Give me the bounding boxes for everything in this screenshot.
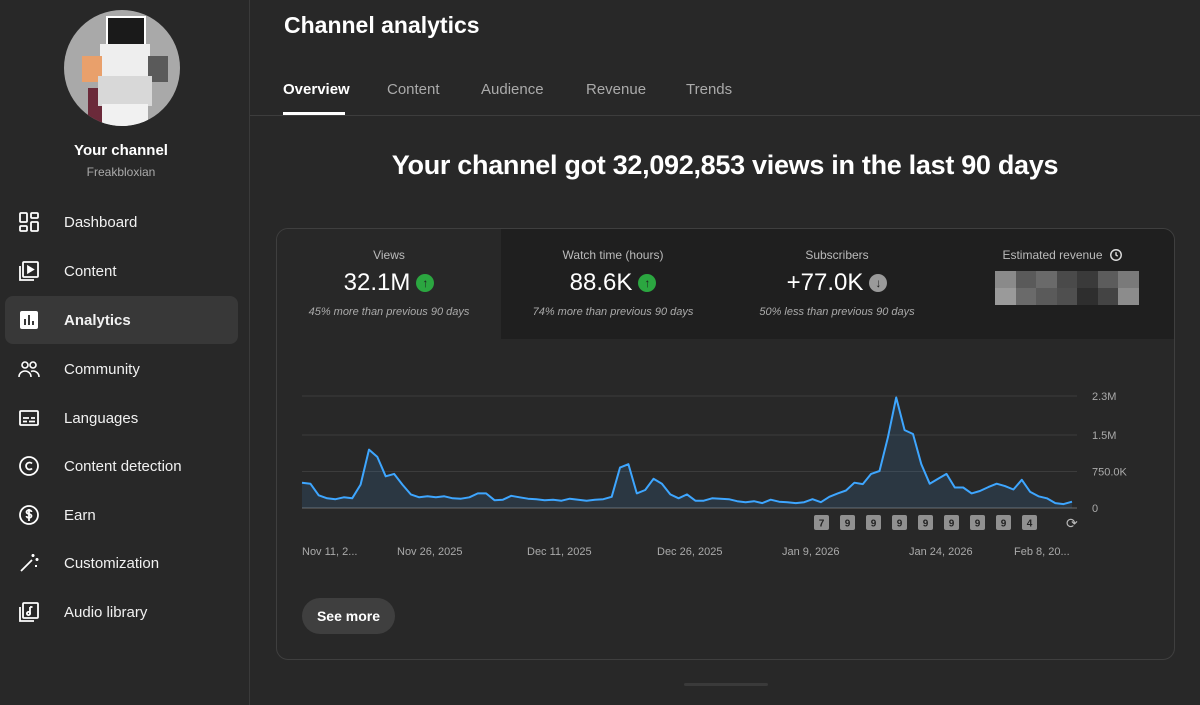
- refresh-icon[interactable]: ⟳: [1066, 516, 1078, 532]
- channel-title: Your channel: [74, 142, 168, 159]
- channel-avatar[interactable]: [64, 10, 180, 126]
- sidebar-item-content[interactable]: Content: [5, 247, 238, 295]
- sidebar-item-label: Content: [64, 262, 117, 280]
- tab-trends[interactable]: Trends: [686, 81, 733, 98]
- x-tick-label: Jan 24, 2026: [909, 546, 973, 558]
- metric-label: Watch time (hours): [562, 248, 664, 262]
- svg-text:4: 4: [1027, 519, 1033, 530]
- x-tick-label: Dec 11, 2025: [527, 546, 592, 558]
- svg-text:9: 9: [949, 519, 955, 530]
- audio-library-icon: [19, 602, 39, 622]
- sidebar-item-label: Dashboard: [64, 213, 138, 231]
- dollar-icon: [19, 505, 39, 525]
- languages-icon: [19, 410, 39, 426]
- metric-subscribers[interactable]: Subscribers +77.0K ↓ 50% less than previo…: [725, 229, 949, 339]
- sidebar-item-earn[interactable]: Earn: [5, 491, 238, 539]
- metric-value: 32.1M: [343, 269, 411, 296]
- video-marker[interactable]: 9: [892, 515, 907, 530]
- arrow-up-icon: ↑: [416, 274, 435, 292]
- sidebar-item-label: Customization: [64, 554, 160, 572]
- tab-audience[interactable]: Audience: [481, 81, 544, 98]
- metric-estimated-revenue[interactable]: Estimated revenue: [949, 229, 1174, 339]
- analytics-card: Views 32.1M ↑ 45% more than previous 90 d…: [276, 228, 1175, 660]
- sidebar-item-languages[interactable]: Languages: [5, 394, 238, 442]
- y-tick-label: 1.5M: [1092, 430, 1116, 442]
- sidebar-item-label: Content detection: [64, 457, 182, 475]
- metric-note: 50% less than previous 90 days: [759, 306, 915, 318]
- sidebar-item-content-detection[interactable]: Content detection: [5, 442, 238, 490]
- video-marker[interactable]: 9: [866, 515, 881, 530]
- x-tick-label: Nov 11, 2...: [302, 546, 357, 558]
- scroll-indicator: [684, 683, 768, 686]
- metric-views[interactable]: Views 32.1M ↑ 45% more than previous 90 d…: [277, 229, 501, 339]
- x-tick-label: Dec 26, 2025: [657, 546, 722, 558]
- sidebar-item-label: Languages: [64, 409, 139, 427]
- content-icon: [19, 261, 39, 281]
- arrow-down-icon: ↓: [869, 274, 888, 292]
- metric-note: 74% more than previous 90 days: [532, 306, 694, 318]
- arrow-up-icon: ↑: [638, 274, 657, 292]
- channel-handle: Freakbloxian: [86, 165, 156, 179]
- sidebar-item-community[interactable]: Community: [5, 345, 238, 393]
- video-marker[interactable]: 9: [970, 515, 985, 530]
- sidebar: Your channel Freakbloxian Dashboard Cont…: [0, 0, 250, 705]
- metric-label: Views: [373, 248, 405, 262]
- video-marker[interactable]: 7: [814, 515, 829, 530]
- y-tick-label: 2.3M: [1092, 391, 1116, 403]
- sidebar-item-label: Audio library: [64, 603, 148, 621]
- dashboard-icon: [19, 212, 39, 232]
- page-title: Channel analytics: [284, 12, 480, 38]
- sidebar-item-label: Analytics: [64, 311, 131, 329]
- y-tick-label: 0: [1092, 503, 1098, 515]
- sidebar-item-label: Community: [64, 360, 140, 378]
- sidebar-item-dashboard[interactable]: Dashboard: [5, 198, 238, 246]
- metric-value: 88.6K: [569, 269, 633, 296]
- analytics-icon: [20, 311, 38, 329]
- svg-text:9: 9: [871, 519, 877, 530]
- active-tab-indicator: [283, 112, 345, 115]
- svg-text:9: 9: [975, 519, 981, 530]
- community-icon: [18, 361, 40, 378]
- tab-revenue[interactable]: Revenue: [586, 81, 647, 98]
- x-tick-label: Nov 26, 2025: [397, 546, 462, 558]
- video-marker[interactable]: 9: [944, 515, 959, 530]
- svg-text:9: 9: [923, 519, 929, 530]
- see-more-button[interactable]: See more: [302, 598, 395, 634]
- metric-label: Estimated revenue: [1002, 248, 1103, 262]
- sidebar-item-customization[interactable]: Customization: [5, 539, 238, 587]
- metric-note: 45% more than previous 90 days: [308, 306, 470, 318]
- views-headline: Your channel got 32,092,853 views in the…: [391, 150, 1059, 180]
- revenue-redacted: [995, 271, 1139, 305]
- views-chart[interactable]: 0 750.0K 1.5M 2.3M Nov 11, 2... Nov 26, 2025 D…: [277, 339, 1175, 589]
- views-series-line: [301, 396, 1073, 506]
- x-tick-label: Jan 9, 2026: [782, 546, 840, 558]
- x-tick-label: Feb 8, 20...: [1014, 546, 1070, 558]
- svg-text:9: 9: [845, 519, 851, 530]
- video-marker[interactable]: 9: [996, 515, 1011, 530]
- copyright-icon: [19, 456, 39, 476]
- svg-text:9: 9: [897, 519, 903, 530]
- tab-content[interactable]: Content: [387, 81, 440, 98]
- video-marker[interactable]: 4: [1022, 515, 1037, 530]
- tab-overview[interactable]: Overview: [283, 81, 350, 98]
- tab-bar: [250, 72, 1200, 116]
- video-marker[interactable]: 9: [918, 515, 933, 530]
- metric-watch-time[interactable]: Watch time (hours) 88.6K ↑ 74% more than …: [501, 229, 725, 339]
- sidebar-item-audio-library[interactable]: Audio library: [5, 588, 238, 636]
- svg-text:7: 7: [819, 519, 825, 530]
- metric-value: +77.0K: [786, 269, 864, 296]
- metric-label: Subscribers: [805, 248, 869, 262]
- magic-wand-icon: [20, 554, 39, 572]
- sidebar-item-analytics[interactable]: Analytics: [5, 296, 238, 344]
- sidebar-item-label: Earn: [64, 506, 96, 524]
- views-area: [302, 397, 1072, 508]
- y-tick-label: 750.0K: [1092, 466, 1128, 478]
- clock-icon: [1109, 249, 1122, 261]
- video-marker[interactable]: 9: [840, 515, 855, 530]
- svg-text:9: 9: [1001, 519, 1007, 530]
